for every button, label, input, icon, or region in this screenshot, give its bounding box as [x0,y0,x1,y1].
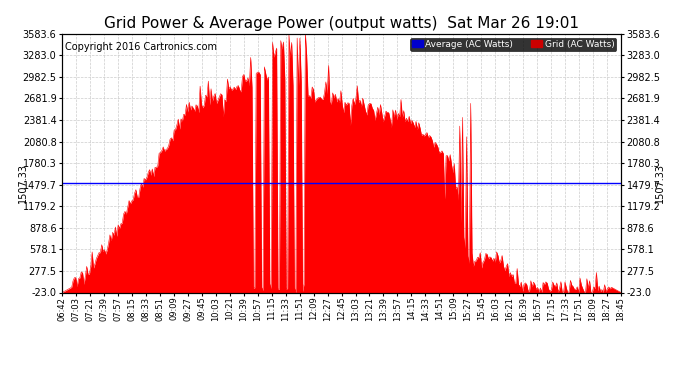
Text: 1507.33: 1507.33 [655,163,665,203]
Text: Copyright 2016 Cartronics.com: Copyright 2016 Cartronics.com [65,42,217,51]
Title: Grid Power & Average Power (output watts)  Sat Mar 26 19:01: Grid Power & Average Power (output watts… [104,16,579,31]
Text: 1507.33: 1507.33 [18,163,28,203]
Legend: Average (AC Watts), Grid (AC Watts): Average (AC Watts), Grid (AC Watts) [410,38,616,51]
